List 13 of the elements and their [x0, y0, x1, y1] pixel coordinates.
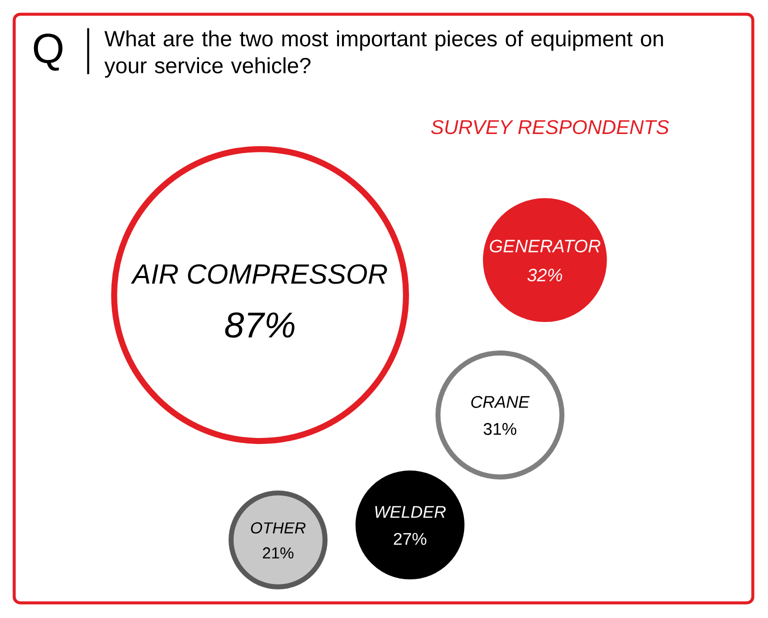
category-label: OTHER	[251, 522, 306, 534]
data-label: 27%	[394, 532, 426, 545]
category-label: CRANE	[471, 396, 530, 408]
data-label: 32%	[527, 268, 562, 282]
data-label: 87%	[225, 312, 294, 338]
category-label: GENERATOR	[490, 240, 600, 252]
text: What are the two most important pieces of equipment on your service vehicle?	[104, 30, 663, 78]
data-label: 31%	[484, 422, 516, 435]
data-label: 21%	[262, 547, 294, 558]
category-label: WELDER	[375, 506, 446, 518]
category-label: AIR COMPRESSOR	[130, 264, 387, 284]
text: SURVEY RESPONDENTS	[431, 120, 670, 134]
text: Q	[34, 34, 62, 71]
